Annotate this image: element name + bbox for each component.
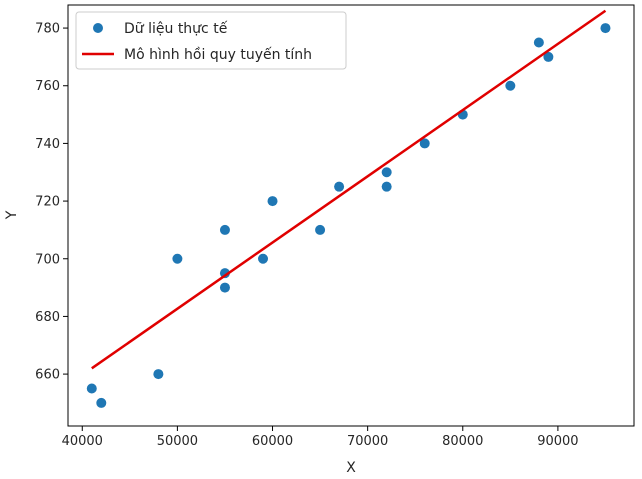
data-point bbox=[315, 224, 326, 235]
data-point bbox=[381, 167, 392, 178]
y-tick-label: 740 bbox=[35, 137, 60, 152]
plot-frame bbox=[67, 4, 635, 427]
data-point bbox=[381, 181, 392, 192]
data-point bbox=[172, 253, 183, 264]
x-axis-label: X bbox=[346, 460, 356, 476]
y-axis-label: Y bbox=[4, 210, 20, 220]
data-point bbox=[219, 224, 230, 235]
legend-box bbox=[75, 11, 347, 70]
legend-label-line: Mô hình hồi quy tuyến tính bbox=[124, 46, 312, 63]
x-tick-label: 70000 bbox=[347, 434, 388, 449]
y-tick-label: 720 bbox=[35, 195, 60, 210]
data-point bbox=[219, 268, 230, 279]
data-point bbox=[86, 383, 97, 394]
data-point bbox=[533, 37, 544, 48]
data-point bbox=[419, 138, 430, 149]
data-point bbox=[219, 282, 230, 293]
legend-label-scatter: Dữ liệu thực tế bbox=[124, 20, 228, 37]
plot-marks bbox=[86, 9, 611, 408]
y-tick-label: 680 bbox=[35, 310, 60, 325]
legend: Dữ liệu thực tế Mô hình hồi quy tuyến tí… bbox=[75, 11, 347, 70]
data-point bbox=[505, 80, 516, 91]
data-point bbox=[600, 23, 611, 34]
x-axis: 40000 50000 60000 70000 80000 90000 bbox=[62, 426, 579, 449]
y-tick-label: 760 bbox=[35, 79, 60, 94]
data-point bbox=[334, 181, 345, 192]
x-tick-label: 40000 bbox=[62, 434, 103, 449]
data-point bbox=[258, 253, 269, 264]
legend-scatter-marker bbox=[93, 23, 103, 33]
data-point bbox=[153, 369, 164, 380]
x-tick-label: 80000 bbox=[442, 434, 483, 449]
regression-line bbox=[91, 9, 607, 370]
data-point bbox=[267, 196, 278, 207]
y-tick-label: 780 bbox=[35, 22, 60, 37]
data-point bbox=[96, 397, 107, 408]
y-tick-label: 700 bbox=[35, 252, 60, 267]
x-tick-label: 50000 bbox=[157, 434, 198, 449]
y-axis: 660 680 700 720 740 760 780 bbox=[35, 22, 68, 383]
y-tick-label: 660 bbox=[35, 368, 60, 383]
data-point bbox=[543, 51, 554, 62]
x-tick-label: 60000 bbox=[252, 434, 293, 449]
x-tick-label: 90000 bbox=[537, 434, 578, 449]
